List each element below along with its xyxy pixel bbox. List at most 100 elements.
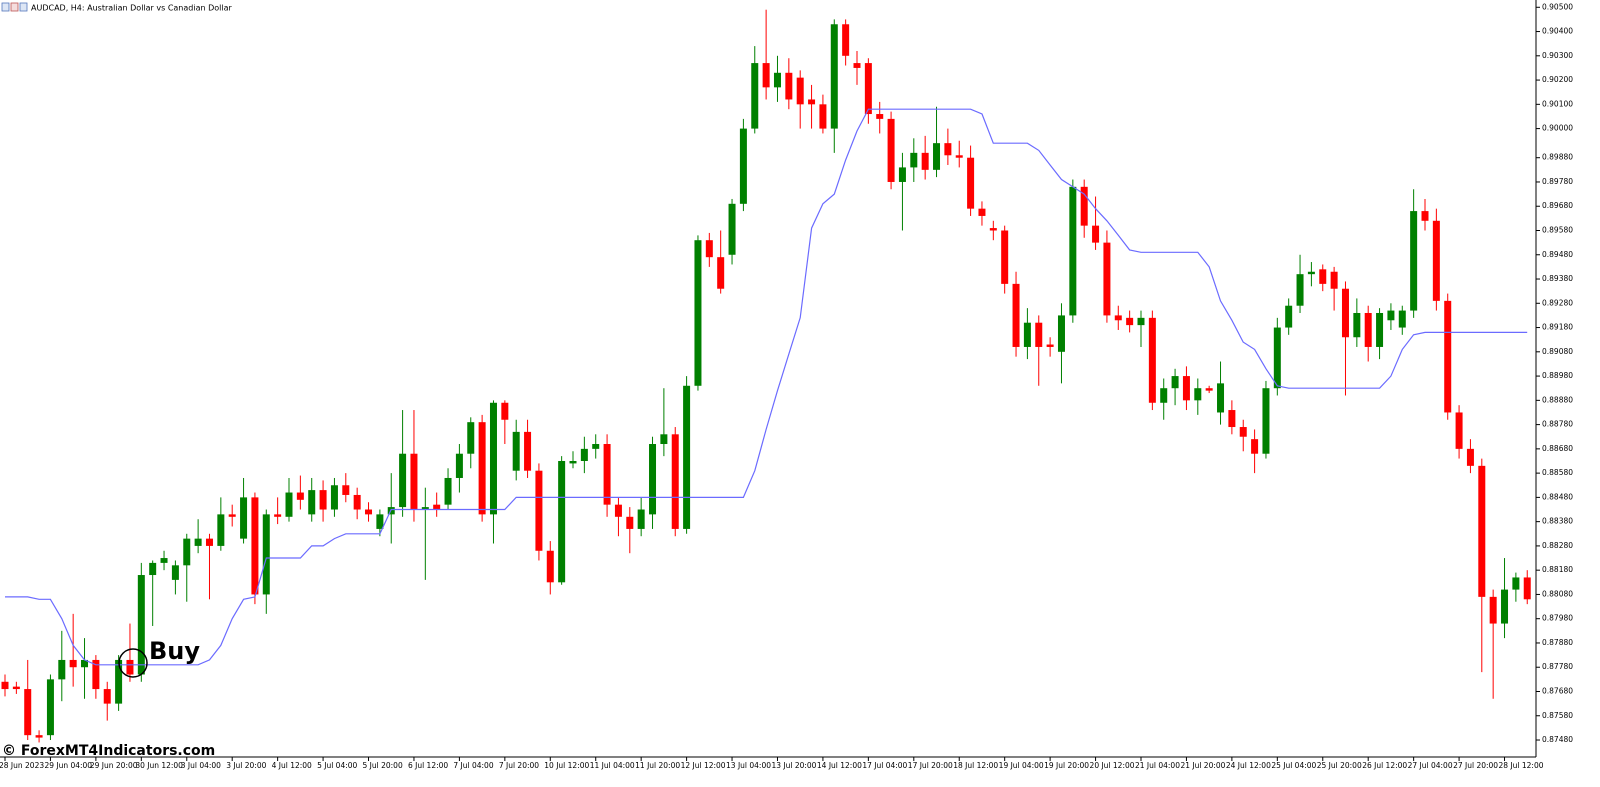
candle-body xyxy=(467,422,475,454)
candle-body xyxy=(1341,288,1349,338)
y-tick-label: 0.88680 xyxy=(1542,444,1573,453)
candle-body xyxy=(1478,465,1486,597)
candle-body xyxy=(808,99,816,105)
y-tick-label: 0.89380 xyxy=(1542,274,1573,283)
candle-body xyxy=(1023,322,1031,347)
plot xyxy=(1,9,1531,743)
y-tick-label: 0.87680 xyxy=(1542,686,1573,695)
candle-body xyxy=(762,63,770,88)
x-tick-label: 11 Jul 20:00 xyxy=(635,761,680,770)
candle-body xyxy=(1217,383,1225,413)
candle-body xyxy=(853,63,861,68)
candle-body xyxy=(978,208,986,216)
y-tick-label: 0.90300 xyxy=(1542,51,1573,60)
x-tick-label: 7 Jul 20:00 xyxy=(499,761,539,770)
y-tick-label: 0.88080 xyxy=(1542,589,1573,598)
y-tick-label: 0.88980 xyxy=(1542,371,1573,380)
candle-body xyxy=(1523,577,1531,600)
candle-body xyxy=(1046,344,1054,347)
x-tick-label: 30 Jun 12:00 xyxy=(135,761,183,770)
candle-body xyxy=(308,490,316,515)
candle-body xyxy=(967,157,975,209)
candle-body xyxy=(24,689,32,736)
icon xyxy=(10,2,19,12)
candle-body xyxy=(796,77,804,105)
candle-body xyxy=(1296,274,1304,306)
candle-body xyxy=(1376,312,1384,347)
candle-body xyxy=(524,431,532,471)
x-tick-label: 18 Jul 12:00 xyxy=(953,761,998,770)
y-tick-label: 0.89780 xyxy=(1542,177,1573,186)
candle-body xyxy=(1160,388,1168,403)
candle-body xyxy=(501,402,509,420)
x-tick-label: 17 Jul 20:00 xyxy=(908,761,953,770)
y-tick-label: 0.88480 xyxy=(1542,492,1573,501)
candle-body xyxy=(1410,211,1418,311)
y-tick-label: 0.89180 xyxy=(1542,323,1573,332)
x-tick-label: 7 Jul 04:00 xyxy=(453,761,493,770)
candle-body xyxy=(603,444,611,505)
chart-title: AUDCAD, H4: Australian Dollar vs Canadia… xyxy=(31,4,232,13)
candle-body xyxy=(319,490,327,510)
candle-body xyxy=(1114,315,1122,321)
x-tick-label: 10 Jul 12:00 xyxy=(544,761,589,770)
candle-body xyxy=(1126,317,1134,326)
x-tick-label: 12 Jul 12:00 xyxy=(681,761,726,770)
y-tick-label: 0.88580 xyxy=(1542,468,1573,477)
x-tick-label: 21 Jul 04:00 xyxy=(1135,761,1180,770)
candle-body xyxy=(217,514,225,546)
y-tick-label: 0.89080 xyxy=(1542,347,1573,356)
candle-body xyxy=(115,659,123,704)
candle-body xyxy=(864,63,872,115)
candle-body xyxy=(546,550,554,583)
candle-body xyxy=(1080,186,1088,226)
candle-body xyxy=(205,538,213,546)
candle-body xyxy=(819,104,827,129)
x-tick-label: 19 Jul 20:00 xyxy=(1044,761,1089,770)
y-tick-label: 0.90200 xyxy=(1542,75,1573,84)
candle-body xyxy=(989,228,997,231)
candle-body xyxy=(69,659,77,668)
candle-body xyxy=(160,558,168,563)
candle-body xyxy=(785,72,793,100)
candle-body xyxy=(171,565,179,580)
x-tick-label: 21 Jul 20:00 xyxy=(1180,761,1225,770)
candle-body xyxy=(1205,388,1213,391)
candle-body xyxy=(251,497,259,595)
candle-body xyxy=(694,240,702,386)
candle-body xyxy=(444,477,452,505)
y-tick-label: 0.87880 xyxy=(1542,638,1573,647)
x-tick-label: 28 Jun 2023 xyxy=(0,761,44,770)
candle-body xyxy=(1057,315,1065,352)
watermark: © ForexMT4Indicators.com xyxy=(2,743,215,759)
candle-body xyxy=(194,538,202,546)
candle-body xyxy=(1285,305,1293,328)
candle-body xyxy=(137,575,145,675)
y-tick-label: 0.87780 xyxy=(1542,662,1573,671)
x-tick-label: 27 Jul 04:00 xyxy=(1408,761,1453,770)
candle-body xyxy=(1001,230,1009,284)
candle-body xyxy=(1182,376,1190,401)
y-tick-label: 0.87980 xyxy=(1542,614,1573,623)
candle-body xyxy=(274,514,282,517)
candle-body xyxy=(1103,242,1111,316)
candle-body xyxy=(1398,310,1406,328)
candle-body xyxy=(35,735,43,738)
x-tick-label: 3 Jul 20:00 xyxy=(226,761,266,770)
buy-circle xyxy=(118,648,148,678)
x-tick-label: 20 Jul 12:00 xyxy=(1090,761,1135,770)
candle-body xyxy=(1251,439,1259,454)
candle-body xyxy=(1262,388,1270,454)
y-tick-label: 0.89880 xyxy=(1542,153,1573,162)
candle-body xyxy=(1364,312,1372,347)
candle-body xyxy=(614,504,622,517)
candle-body xyxy=(46,679,54,736)
candle-body xyxy=(705,240,713,258)
candle-body xyxy=(262,514,270,595)
candle-body xyxy=(728,203,736,255)
candle-body xyxy=(433,504,441,510)
x-tick-label: 25 Jul 04:00 xyxy=(1271,761,1316,770)
candle-body xyxy=(330,485,338,510)
